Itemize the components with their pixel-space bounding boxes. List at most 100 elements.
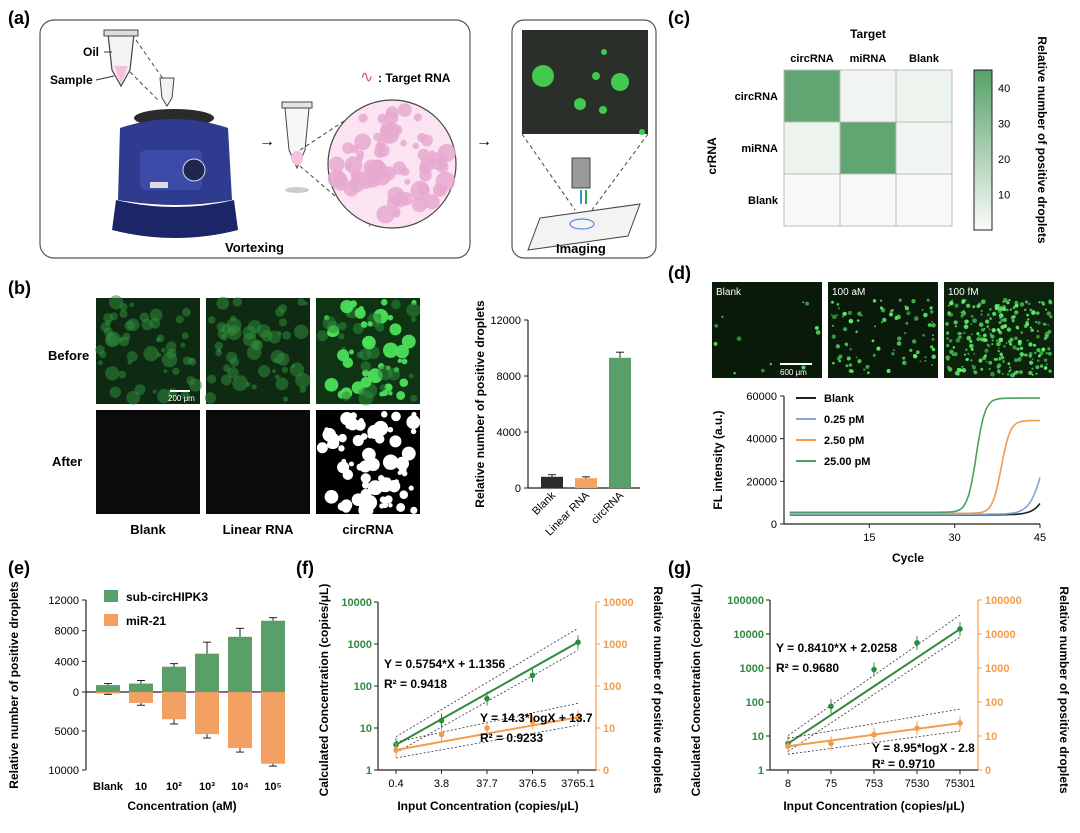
- fluorescent-speck: [973, 353, 976, 355]
- after-droplet: [316, 442, 328, 454]
- before-droplet: [139, 312, 150, 323]
- before-droplet: [166, 348, 177, 359]
- e-ytick-label: 10000: [48, 765, 79, 777]
- fluorescent-speck: [882, 317, 887, 323]
- before-droplet: [382, 342, 399, 358]
- c-colorbar-segment: [974, 214, 992, 219]
- pink-droplet: [417, 183, 429, 196]
- fluorescent-speck: [966, 335, 972, 341]
- fluorescent-speck: [1019, 346, 1024, 350]
- before-droplet: [316, 330, 328, 342]
- fluorescent-speck: [865, 364, 870, 369]
- before-droplet: [377, 313, 382, 319]
- f-ytick-right-label: 10: [603, 723, 615, 735]
- c-colorbar-segment: [974, 190, 992, 195]
- e-legend-swatch: [104, 614, 118, 626]
- before-droplet: [250, 340, 260, 350]
- g-ytick-left-label: 10: [752, 731, 764, 743]
- g-green-equation: Y = 0.8410*X + 2.0258: [776, 641, 898, 655]
- fluorescent-speck: [961, 365, 964, 368]
- d-xtick-label: 15: [863, 532, 875, 544]
- before-droplet: [109, 312, 118, 321]
- fluorescent-speck: [969, 344, 972, 347]
- fluorescent-speck: [956, 367, 960, 371]
- image-blank: [712, 282, 822, 378]
- before-droplet: [282, 331, 291, 340]
- chart-e: 10000 5000 0 4000 8000 12000 Blank 10 10² 10³ 10⁴ 1…: [7, 581, 285, 813]
- after-droplet: [360, 488, 372, 500]
- after-droplet: [395, 456, 410, 471]
- fluorescent-speck: [980, 313, 983, 316]
- before-droplet: [271, 368, 277, 374]
- fluorescent-speck: [1026, 313, 1029, 317]
- fluorescent-speck: [992, 311, 997, 317]
- c-colorbar-segment: [974, 110, 992, 115]
- c-heat-cell: [783, 173, 841, 227]
- d-legend-label: 0.25 pM: [824, 414, 864, 426]
- fluorescent-speck: [1025, 321, 1027, 323]
- fluorescent-speck: [1001, 373, 1004, 375]
- before-droplet: [389, 323, 402, 336]
- fluorescent-speck: [1037, 321, 1041, 325]
- before-droplet: [338, 321, 347, 331]
- e-xlabel: Concentration (aM): [127, 799, 236, 813]
- col-label-blank: Blank: [130, 522, 166, 537]
- before-droplet: [257, 324, 271, 338]
- fluorescent-speck: [1008, 298, 1011, 302]
- emulsion-tube-icon: [281, 101, 313, 193]
- before-droplet: [226, 351, 238, 364]
- panel-e: (e) 10000 5000 0 4000 8000 12000 Blank 10 10² 10³…: [7, 558, 285, 813]
- fluorescent-speck: [1030, 328, 1034, 333]
- before-droplet: [379, 384, 387, 391]
- before-droplet: [293, 324, 309, 340]
- fluorescent-speck: [976, 337, 981, 342]
- e-ylabel: Relative number of positive droplets: [7, 581, 21, 789]
- fluorescent-speck: [879, 306, 883, 310]
- pink-droplet: [358, 113, 368, 123]
- scale-label: 200 μm: [168, 394, 195, 403]
- before-droplet: [395, 344, 410, 359]
- before-droplet: [216, 296, 230, 310]
- fluorescent-speck: [998, 321, 1002, 325]
- after-droplet: [337, 461, 350, 474]
- fluorescent-speck: [976, 304, 981, 308]
- before-droplet: [129, 302, 135, 308]
- fluorescent-speck: [898, 298, 902, 302]
- fluorescent-speck: [922, 333, 925, 337]
- g-ytick-right-label: 1000: [985, 663, 1009, 675]
- fluorescent-speck: [1045, 352, 1048, 355]
- fluorescent-speck: [896, 314, 901, 320]
- fluorescent-speck: [866, 371, 870, 375]
- fluorescent-speck: [973, 370, 978, 375]
- b-ylabel: Relative number of positive droplets: [473, 300, 487, 508]
- fluorescent-speck: [1045, 363, 1048, 366]
- c-column-label: miRNA: [850, 53, 887, 65]
- after-droplet: [391, 411, 401, 422]
- fluorescent-speck: [965, 348, 968, 351]
- fluorescent-speck: [990, 371, 995, 377]
- fluorescent-speck: [961, 369, 964, 371]
- after-droplet: [377, 425, 382, 431]
- c-column-label: Blank: [909, 53, 940, 65]
- before-droplet: [227, 366, 239, 379]
- fluorescent-speck: [1039, 351, 1044, 356]
- fluorescent-speck: [927, 323, 932, 327]
- b-ytick-label: 12000: [490, 315, 521, 327]
- fluorescent-speck: [1035, 321, 1038, 323]
- c-row-label: miRNA: [741, 143, 778, 155]
- before-droplet: [216, 348, 222, 353]
- panel-b: (b) 200 μm Before After Blank Linear RNA…: [8, 278, 640, 538]
- fluorescent-speck: [1017, 327, 1020, 330]
- before-droplet: [278, 304, 288, 313]
- pink-droplet: [398, 103, 412, 117]
- fluorescent-speck: [836, 356, 841, 361]
- fluorescent-speck: [897, 336, 902, 341]
- fluorescent-speck: [830, 300, 834, 304]
- pink-droplet: [385, 106, 399, 120]
- before-droplet: [181, 307, 191, 317]
- fluorescent-speck: [902, 360, 907, 366]
- before-droplet: [108, 331, 114, 337]
- fluorescent-speck: [930, 345, 934, 349]
- f-green-r2: R² = 0.9418: [384, 677, 447, 691]
- d-series-line: [789, 397, 1040, 514]
